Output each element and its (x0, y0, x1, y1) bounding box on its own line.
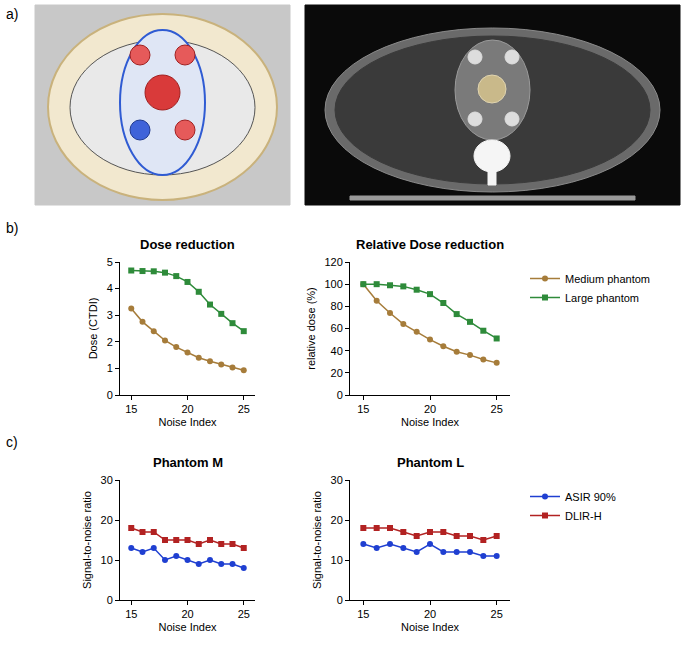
svg-text:4: 4 (107, 282, 113, 294)
svg-text:25: 25 (238, 403, 250, 415)
svg-text:10: 10 (101, 554, 113, 566)
svg-text:Noise Index: Noise Index (158, 621, 217, 633)
svg-text:Relative Dose reduction: Relative Dose reduction (356, 237, 504, 252)
svg-text:60: 60 (331, 322, 343, 334)
svg-text:20: 20 (101, 514, 113, 526)
svg-text:3: 3 (107, 309, 113, 321)
svg-text:Noise Index: Noise Index (401, 621, 460, 633)
svg-text:15: 15 (125, 403, 137, 415)
svg-text:25: 25 (491, 608, 503, 620)
svg-text:120: 120 (324, 256, 342, 268)
svg-text:0: 0 (107, 594, 113, 606)
svg-text:80: 80 (331, 300, 343, 312)
svg-text:100: 100 (324, 278, 342, 290)
svg-text:2: 2 (107, 336, 113, 348)
svg-text:relative dose (%): relative dose (%) (305, 287, 317, 370)
svg-text:c): c) (6, 434, 18, 450)
svg-text:Dose reduction: Dose reduction (140, 237, 235, 252)
svg-text:25: 25 (238, 608, 250, 620)
svg-text:20: 20 (331, 514, 343, 526)
svg-text:30: 30 (101, 474, 113, 486)
svg-text:Phantom L: Phantom L (397, 455, 464, 470)
svg-text:Large phantom: Large phantom (565, 292, 639, 304)
svg-text:0: 0 (337, 389, 343, 401)
svg-text:25: 25 (491, 403, 503, 415)
svg-text:Noise Index: Noise Index (401, 416, 460, 428)
svg-text:15: 15 (357, 403, 369, 415)
svg-text:30: 30 (331, 474, 343, 486)
svg-text:DLIR-H: DLIR-H (565, 510, 602, 522)
svg-text:Signal-to-noise ratio: Signal-to-noise ratio (81, 491, 93, 589)
svg-text:b): b) (6, 220, 18, 236)
svg-text:Phantom M: Phantom M (153, 455, 223, 470)
svg-text:15: 15 (125, 608, 137, 620)
svg-text:ASIR 90%: ASIR 90% (565, 491, 616, 503)
svg-text:a): a) (6, 6, 18, 22)
svg-text:40: 40 (331, 345, 343, 357)
svg-text:10: 10 (331, 554, 343, 566)
svg-text:20: 20 (424, 403, 436, 415)
svg-text:Signal-to-noise ratio: Signal-to-noise ratio (311, 491, 323, 589)
svg-text:0: 0 (107, 389, 113, 401)
svg-text:20: 20 (331, 367, 343, 379)
svg-text:1: 1 (107, 362, 113, 374)
svg-text:20: 20 (181, 403, 193, 415)
svg-text:15: 15 (357, 608, 369, 620)
svg-text:Medium phantom: Medium phantom (565, 273, 650, 285)
svg-text:5: 5 (107, 256, 113, 268)
svg-text:20: 20 (424, 608, 436, 620)
svg-text:0: 0 (337, 594, 343, 606)
svg-text:Noise Index: Noise Index (158, 416, 217, 428)
svg-text:20: 20 (181, 608, 193, 620)
svg-text:Dose (CTDI): Dose (CTDI) (87, 298, 99, 360)
